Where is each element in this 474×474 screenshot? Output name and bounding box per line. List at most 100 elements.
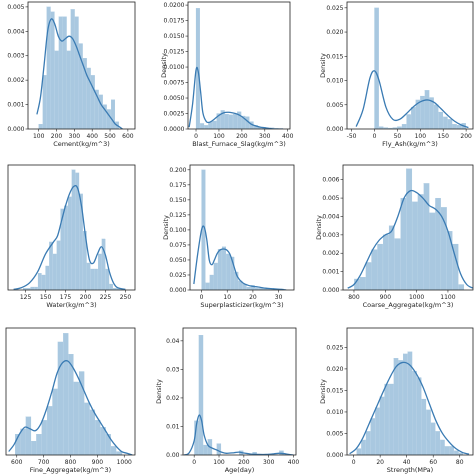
histogram-bar [64,205,68,290]
histogram-bar [74,16,79,129]
x-tick-label: 175 [60,294,72,301]
histogram-bar [101,238,106,290]
y-tick-label: 0.001 [322,269,339,276]
x-tick-label: 250 [120,294,132,301]
y-axis-label: Density [319,379,327,404]
histogram-bar [54,50,59,129]
histogram-bar [393,358,399,455]
y-tick-label: 0.04 [166,338,180,345]
histogram-bar [378,126,384,129]
x-tick-label: 600 [11,459,23,466]
y-tick-label: 0.125 [169,212,186,219]
x-tick-label: 300 [263,459,275,466]
subplot-9: 0 20 40 60 80 0.000 0.005 0.010 0.015 0.020 0.025 S… [319,327,474,474]
histogram-bar [370,418,376,455]
histogram-bar [26,288,31,290]
histogram-bar [383,234,389,290]
histogram-bar [41,420,47,455]
histogram-bar [100,427,106,455]
histogram-bar [444,446,450,455]
histogram-bar [411,107,416,129]
y-tick-label: 0.004 [7,28,24,35]
x-tick-label: 800 [65,459,77,466]
kde-curve [8,360,133,455]
y-axis-label: Density [319,53,327,78]
histogram-bar [98,94,103,129]
x-tick-label: 50 [394,133,402,140]
histogram-bar [95,420,101,455]
y-axis-label: Density [160,53,168,78]
histogram-bar [365,431,371,455]
histogram-bar [403,353,408,455]
histogram-bar [204,125,209,129]
histogram-bar [258,288,263,290]
y-tick-label: 0.0125 [164,49,185,56]
y-tick-label: 0.010 [326,78,343,85]
histogram-bar [38,124,43,129]
y-tick-label: 0.002 [7,77,24,84]
histogram-bar [216,113,221,129]
y-tick-label: 0.015 [326,53,343,60]
histogram-bar [374,7,379,129]
histogram-bar [94,268,98,290]
histogram-bar [52,388,58,455]
histogram-bar [452,124,457,129]
histogram-bar [42,75,47,129]
x-tick-label: 1100 [440,294,455,301]
x-tick-label: 400 [282,133,294,140]
histogram-bar [94,89,99,129]
histogram-bar [46,6,51,129]
histogram-bar [406,168,413,290]
y-tick-label: 0.004 [322,213,339,220]
subplot-3: -50 0 50 100 150 200 0.000 0.005 0.010 0.015 0.020… [319,1,474,148]
histogram-bar [97,253,102,290]
y-tick-label: 0.100 [169,227,186,234]
y-tick-label: 0.001 [7,102,24,109]
histogram-bar [71,169,76,290]
histogram-bar [45,265,50,290]
histogram-bar [34,286,38,290]
y-tick-label: 0.006 [322,177,339,184]
x-tick-label: 700 [38,459,50,466]
histogram-bar [58,16,63,129]
histogram-bar [30,286,35,290]
histogram-bar [66,50,71,129]
y-tick-label: 0.000 [7,126,24,133]
x-tick-label: 60 [429,459,437,466]
y-tick-label: 0.0000 [164,126,185,133]
histogram-bar [37,273,42,290]
x-tick-label: 900 [380,294,392,301]
y-tick-label: 0.175 [169,182,186,189]
histogram-bar [62,16,67,129]
plot-area [347,168,473,290]
y-tick-label: 0.02 [166,395,180,402]
histogram-bar [424,90,430,129]
histogram-bar [383,127,389,129]
y-tick-label: 0.003 [7,53,24,60]
histogram-bar [102,104,107,129]
plot-area [188,8,284,129]
histogram-bar [388,225,395,290]
histogram-bar [426,409,431,455]
x-axis-label: Blast_Furnace_Slag(kg/m^3) [192,140,286,148]
y-tick-label: 0.03 [166,366,180,373]
histogram-bar [205,282,210,290]
x-tick-label: 400 [86,133,98,140]
histogram-bar [113,288,117,290]
histogram-bar [70,9,75,129]
histogram-bar [213,262,218,290]
histogram-bar [209,274,214,290]
histogram-bar [412,370,417,455]
y-axis-label: Density [315,215,323,240]
plot-area [349,351,470,455]
histogram-bar [421,398,427,455]
subplot-4: 125 150 175 200 225 250 Water(kg/m^3) [7,164,136,309]
histogram-bar [68,354,74,455]
plot-area [193,169,287,290]
histogram-bar [56,240,61,290]
axes-frame [342,164,474,291]
y-tick-label: 0.005 [326,430,343,437]
histogram-bar [49,241,53,290]
subplot-7: 600 700 800 900 1000 Fine_Aggregate(kg/m^3) [5,327,136,474]
